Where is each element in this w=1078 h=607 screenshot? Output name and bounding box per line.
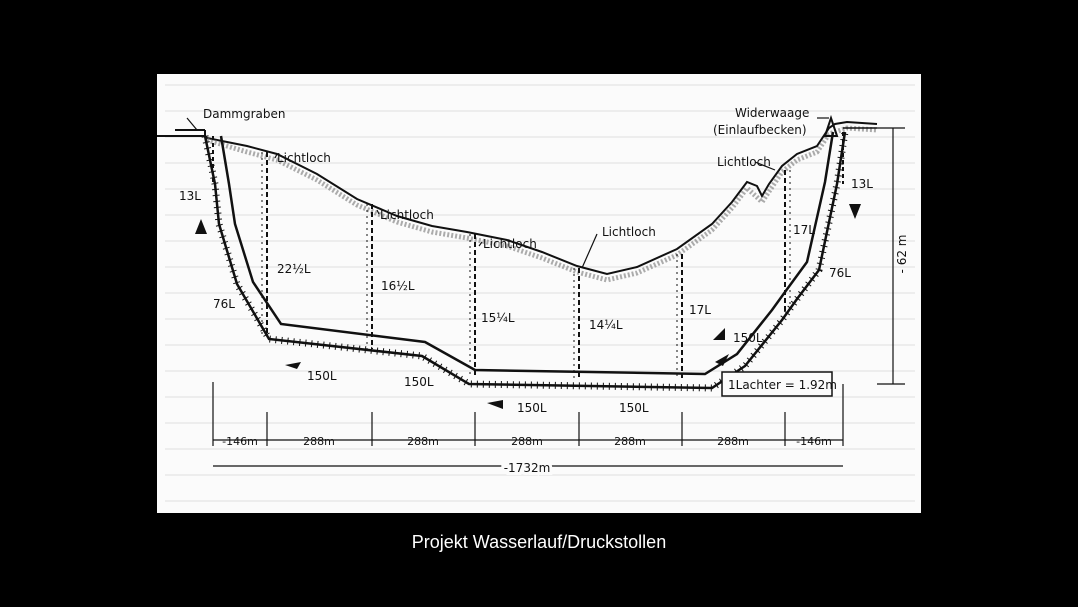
dim-seg-1: -146m [222,435,258,448]
label-gallery-3: 150L [517,401,547,415]
arrow-down-right [849,204,861,219]
legend-box: 1Lachter = 1.92m [721,371,837,397]
dim-seg-6: 288m [717,435,749,448]
shaft-2 [366,204,373,349]
label-gallery-4: 150L [619,401,649,415]
legend-lachter: 1Lachter = 1.92m [728,378,837,392]
horizontal-dimensions: -146m 288m 288m 288m 288m 288m -146m -17… [212,382,844,478]
dim-seg-7: -146m [796,435,832,448]
diagram-figure: Dammgraben Lichtloch Lichtloch Lichtloch… [157,74,921,513]
dim-seg-4: 288m [511,435,543,448]
shaft-4 [573,268,580,380]
label-dammgraben: Dammgraben [203,107,285,121]
label-lichtloch-5: Lichtloch [717,155,771,169]
label-depth-shaft-2: 16½L [381,279,415,293]
arrow-up-left [195,219,207,234]
arrow-gallery-3 [715,354,729,366]
label-gallery-2: 150L [404,375,434,389]
shaft-1 [261,152,268,336]
slide-caption: Projekt Wasserlauf/Druckstollen [411,532,667,552]
label-depth-shaft-3: 15¼L [481,311,515,325]
label-widerwaage: Widerwaage [735,106,809,120]
label-lichtloch-2: Lichtloch [380,208,434,222]
arrow-gallery-2 [487,400,503,409]
dim-total-length: -1732m [504,461,551,475]
label-depth-shaft-6: 17L [793,223,815,237]
label-depth-shaft-4: 14¼L [589,318,623,332]
label-slope-right: 76L [829,266,851,280]
dim-seg-5: 288m [614,435,646,448]
ground-surface [157,120,878,283]
label-einlaufbecken: (Einlaufbecken) [713,123,807,137]
arrow-gallery-1 [285,362,301,369]
label-lichtloch-3: Lichtloch [483,237,537,251]
label-depth-right-end: 13L [851,177,873,191]
vertical-dimension: - 62 m [877,127,909,385]
label-depth-left-end: 13L [179,189,201,203]
shafts [212,132,844,380]
label-depth-shaft-1: 22½L [277,262,311,276]
flow-arrows [195,204,861,409]
label-lichtloch-1: Lichtloch [277,151,331,165]
dim-seg-2: 288m [303,435,335,448]
label-depth-shaft-5: 17L [689,303,711,317]
label-slope-left: 76L [213,297,235,311]
arrow-gallery-4 [713,328,725,340]
dammgraben-ditch [175,129,206,137]
label-gallery-5: 150L [733,331,763,345]
shaft-5 [676,254,683,378]
dim-seg-3: 288m [407,435,439,448]
tunnel-line [201,131,849,392]
label-lichtloch-4: Lichtloch [602,225,656,239]
label-vertical-dimension: - 62 m [895,235,909,274]
label-gallery-1: 150L [307,369,337,383]
leader-lines [186,117,829,269]
widerwaage-peak [823,114,877,137]
tunnel-profile-diagram: Dammgraben Lichtloch Lichtloch Lichtloch… [157,74,921,513]
